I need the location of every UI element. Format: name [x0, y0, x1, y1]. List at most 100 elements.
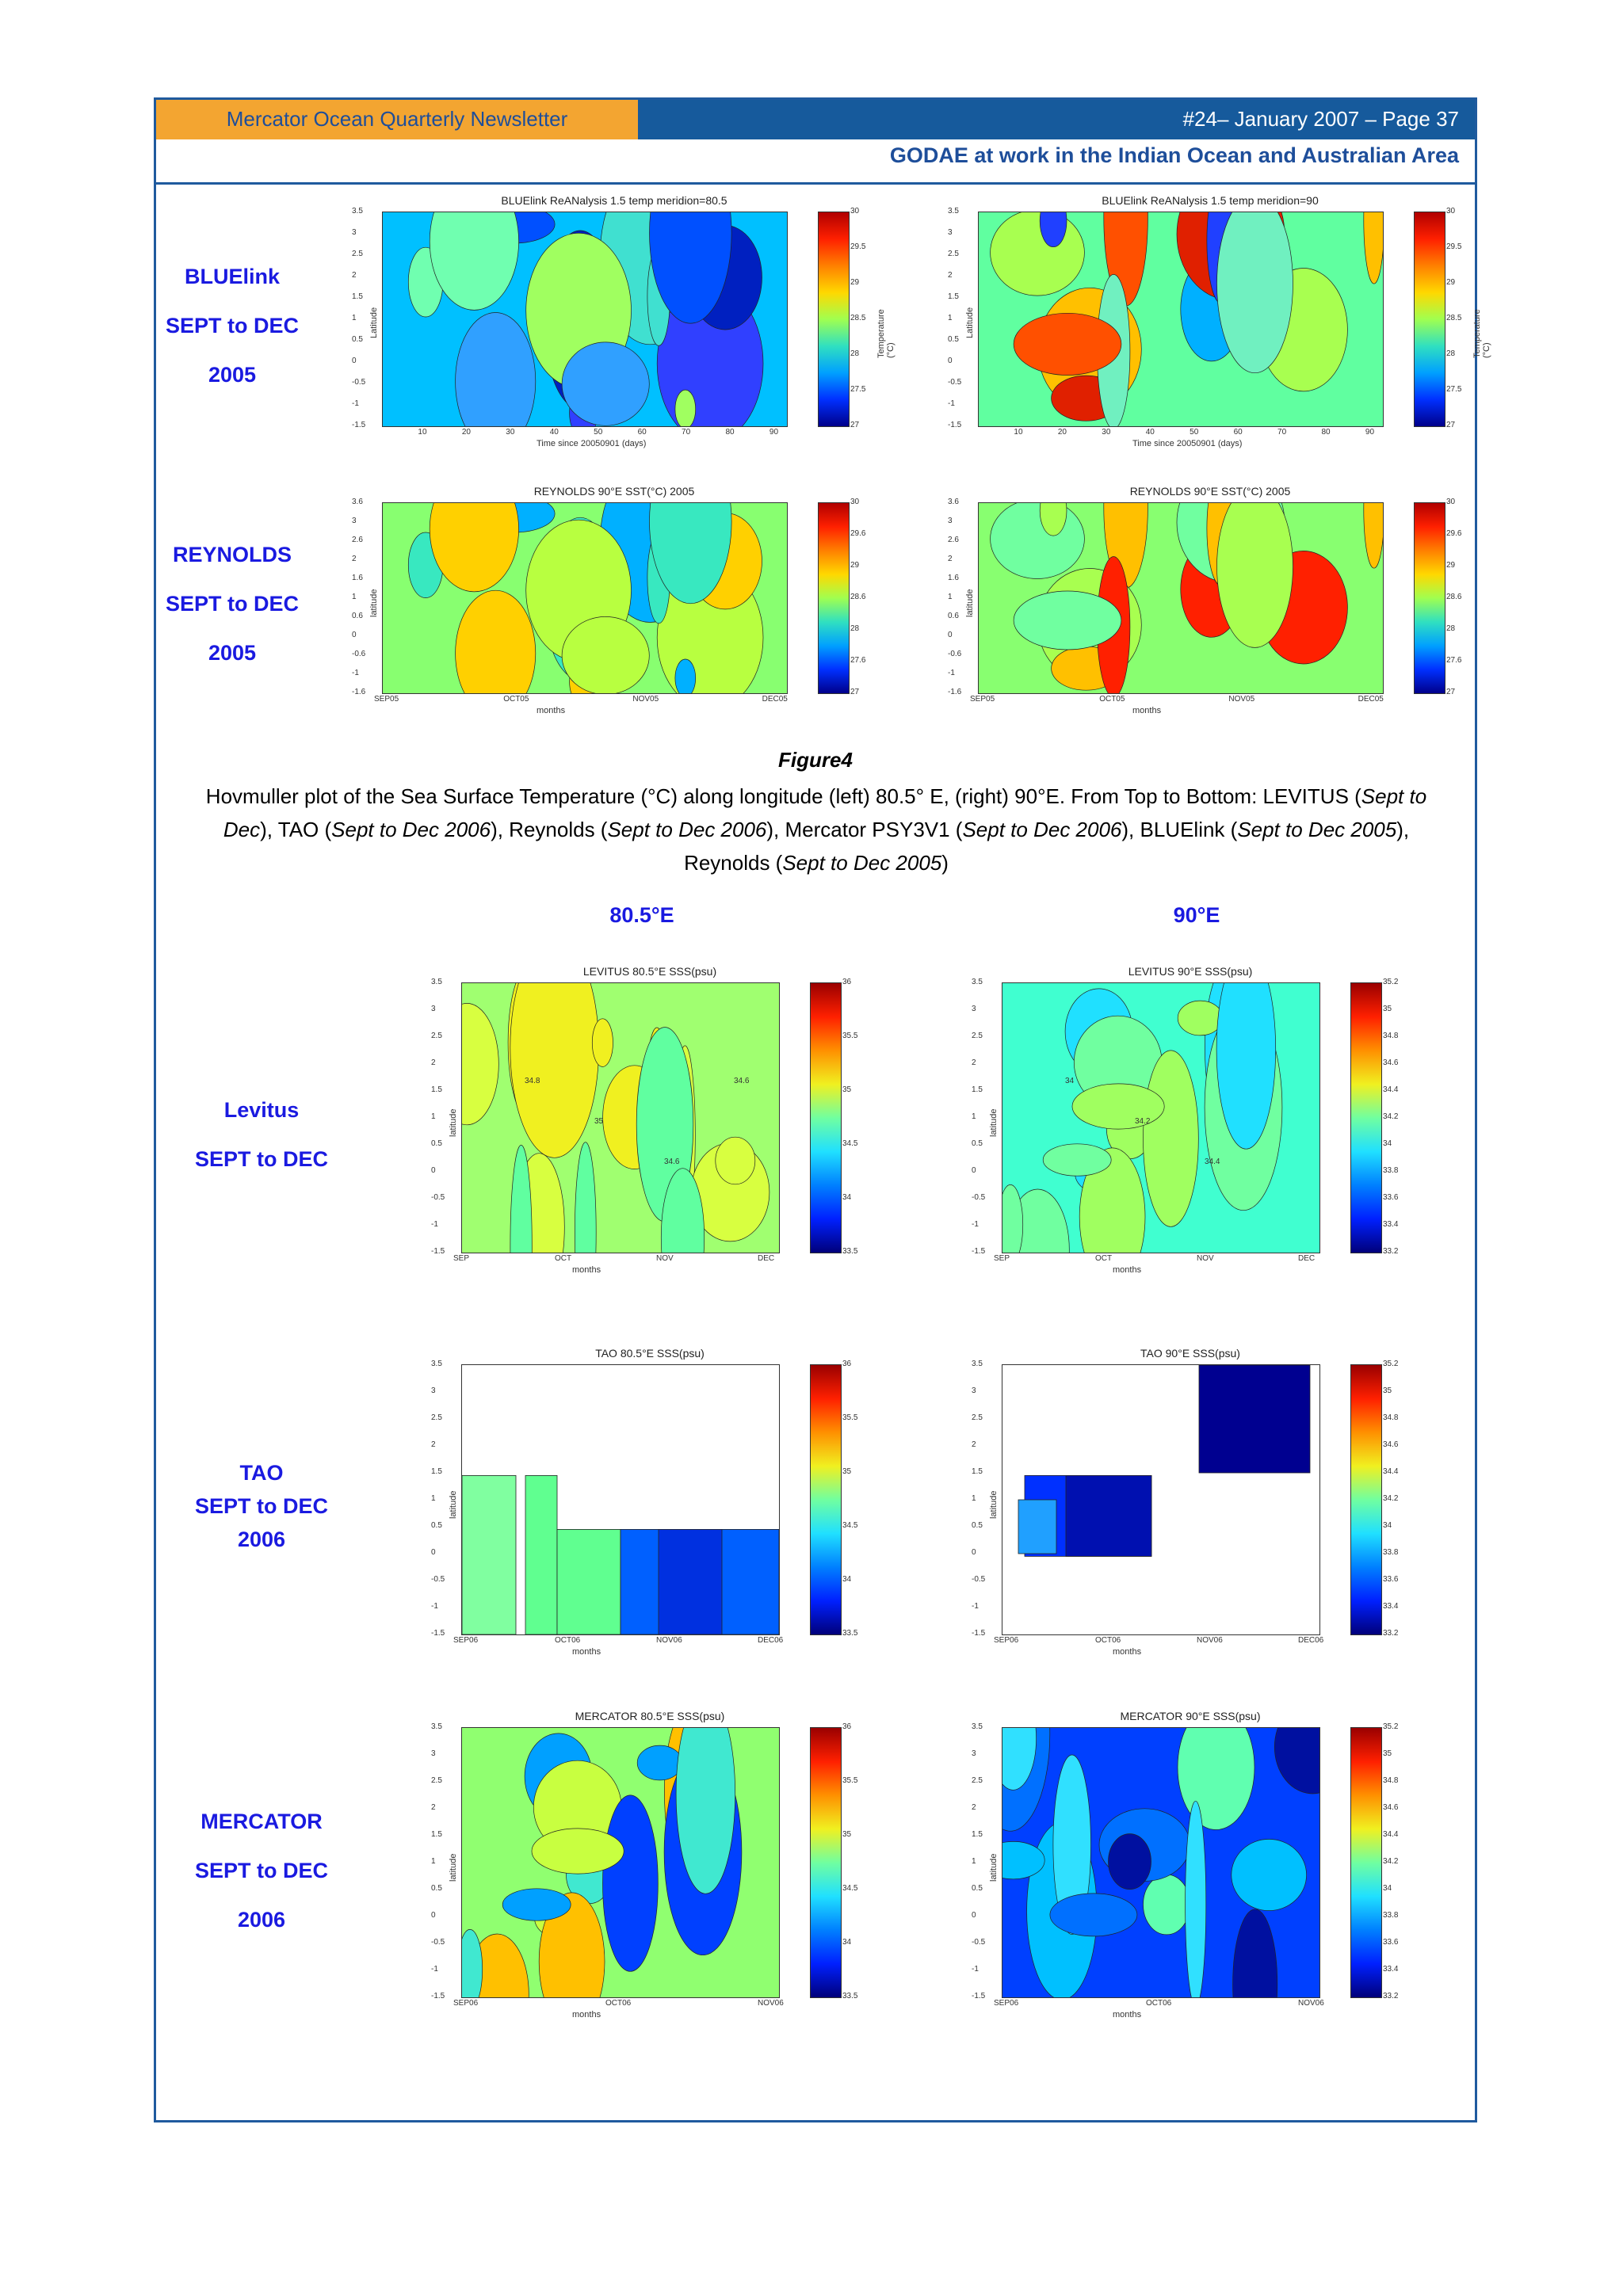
x-tick-label: 20 [1057, 428, 1067, 437]
plot-title: LEVITUS 80.5°E SSS(psu) [582, 965, 717, 978]
colorbar-tick-label: 27.5 [850, 385, 866, 394]
contour-region [455, 312, 537, 426]
x-axis-label: months [1113, 1647, 1142, 1657]
contour-region [1013, 590, 1122, 650]
x-axis-label: months [572, 2010, 601, 2019]
row-label-line: 2006 [237, 1527, 286, 1551]
row-label-line: Levitus [223, 1098, 300, 1122]
colorbar-tick-label: 35 [842, 1830, 852, 1839]
y-tick-label: 0 [972, 1911, 976, 1920]
colorbar-tick-label: 33.6 [1383, 1938, 1399, 1947]
row-label-line: SEPT to DEC [194, 1494, 328, 1518]
y-tick-label: 3.6 [948, 498, 959, 506]
row-label-line: SEPT to DEC [194, 1859, 328, 1882]
contour-region [1039, 212, 1067, 248]
row-label-line: SEPT to DEC [165, 592, 299, 616]
x-tick-label: NOV [1197, 1254, 1214, 1263]
contour-region [591, 1018, 613, 1067]
contour-region [1216, 983, 1277, 1150]
levitus-80-5-plot: LEVITUS 80.5°E SSS(psu) 3.5 3 2.5 2 1.5 1 0.5 0 -… [428, 965, 872, 1282]
colorbar-label: Temperature (°C) [1472, 309, 1491, 358]
plot-field [461, 1727, 780, 1998]
x-tick-label: 10 [1014, 428, 1023, 437]
y-tick-label: 1 [431, 1857, 436, 1866]
colorbar-tick-label: 28 [1446, 624, 1456, 633]
colorbar-tick-label: 33.6 [1383, 1575, 1399, 1584]
contour-fill [407, 503, 764, 693]
x-tick-label: 80 [725, 428, 735, 437]
y-tick-label: 3.6 [352, 498, 363, 506]
y-tick-label: 0.6 [948, 612, 959, 620]
x-tick-label: OCT [555, 1254, 572, 1263]
colorbar-tick-label: 34.6 [1383, 1803, 1399, 1812]
y-axis-label: latitude [989, 1853, 999, 1882]
y-tick-label: 3 [948, 517, 953, 525]
colorbar-tick-label: 34 [842, 1575, 852, 1584]
colorbar-tick-label: 28.6 [850, 593, 866, 601]
y-tick-label: -1.5 [972, 1992, 986, 2000]
plot-title: LEVITUS 90°E SSS(psu) [1128, 965, 1253, 978]
contour-fill [462, 1728, 743, 1997]
row-label-line: 2006 [237, 1908, 286, 1932]
row-label-line: 2005 [208, 363, 257, 387]
y-tick-label: 2.5 [431, 1032, 442, 1040]
y-tick-label: -0.5 [431, 1938, 445, 1947]
row-label-bluelink: BLUElink SEPT to DEC 2005 [145, 252, 319, 399]
contour-label: 34.4 [1205, 1158, 1220, 1166]
contour-region [990, 503, 1085, 579]
colorbar-tick-label: 33.2 [1383, 1992, 1399, 2000]
y-tick-label: 2.5 [972, 1032, 983, 1040]
x-tick-label: OCT06 [1146, 1999, 1172, 2008]
colorbar-tick-label: 27 [850, 421, 860, 429]
contour-region [674, 658, 697, 693]
y-axis-label: latitude [965, 589, 975, 617]
y-tick-label: 0 [431, 1548, 436, 1557]
x-tick-label: SEP06 [453, 1636, 479, 1645]
x-tick-label: 90 [769, 428, 779, 437]
newsletter-title: Mercator Ocean Quarterly Newsletter [156, 100, 638, 139]
contour-fill [407, 212, 764, 426]
colorbar-label: Temperature (°C) [876, 309, 896, 358]
y-tick-label: -1 [972, 1965, 979, 1974]
y-tick-label: 0.5 [352, 335, 363, 344]
colorbar-tick-label: 27 [1446, 688, 1456, 696]
mercator-90-plot: MERCATOR 90°E SSS(psu) 3.5 3 2.5 2 1.5 1 0.5 0 -0… [968, 1710, 1412, 2027]
contour-fill [1002, 1728, 1319, 1997]
colorbar-tick-label: 33.8 [1383, 1548, 1399, 1557]
reynolds-left-plot: REYNOLDS 90°E SST(°C) 2005 3.6 3 2.6 2 1.6 1 0.… [349, 485, 880, 723]
y-tick-label: -1 [948, 399, 955, 408]
plot-field [1002, 1364, 1320, 1635]
x-tick-label: NOV06 [758, 1999, 784, 2008]
y-tick-label: 1.5 [431, 1467, 442, 1476]
contour-region [1232, 1909, 1278, 1997]
x-axis-label: months [572, 1647, 601, 1657]
colorbar-tick-label: 34 [842, 1193, 852, 1202]
y-tick-label: 3 [431, 1005, 436, 1013]
tao-90-plot: TAO 90°E SSS(psu) 3.5 3 2.5 2 1.5 1 0.5 0 -0.5 -1 -… [968, 1347, 1412, 1664]
contour-label: 34.2 [1135, 1117, 1151, 1126]
contour-region [1052, 1754, 1091, 1935]
y-tick-label: 2.6 [948, 536, 959, 544]
y-axis-label: latitude [449, 1108, 458, 1137]
reynolds-right-plot: REYNOLDS 90°E SST(°C) 2005 3.6 3 2.6 2 1.6 1 0.… [945, 485, 1476, 723]
y-tick-label: 1 [948, 314, 953, 322]
y-tick-label: 3.5 [431, 1722, 442, 1731]
x-axis-label: months [1113, 2010, 1142, 2019]
y-tick-label: -0.5 [972, 1575, 986, 1584]
y-tick-label: 1 [972, 1494, 976, 1503]
tao-80-5-plot: TAO 80.5°E SSS(psu) 3.5 3 2.5 2 1.5 1 0.5 0 -0.5 -… [428, 1347, 872, 1664]
y-tick-label: 1 [972, 1857, 976, 1866]
contour-fill [990, 503, 1383, 693]
y-tick-label: 0.5 [948, 335, 959, 344]
colorbar-tick-label: 28 [1446, 349, 1456, 358]
y-tick-label: -0.5 [948, 378, 962, 387]
colorbar-tick-label: 34.2 [1383, 1857, 1399, 1866]
contour-region [531, 1828, 624, 1875]
y-tick-label: 0 [972, 1548, 976, 1557]
y-tick-label: 2 [972, 1440, 976, 1449]
levitus-90-plot: LEVITUS 90°E SSS(psu) 3.5 3 2.5 2 1.5 1 0.5 0 -0.… [968, 965, 1412, 1282]
x-tick-label: 50 [1190, 428, 1199, 437]
colorbar [1414, 212, 1445, 427]
y-tick-label: -1.5 [972, 1247, 986, 1256]
contour-region [602, 1794, 659, 1972]
